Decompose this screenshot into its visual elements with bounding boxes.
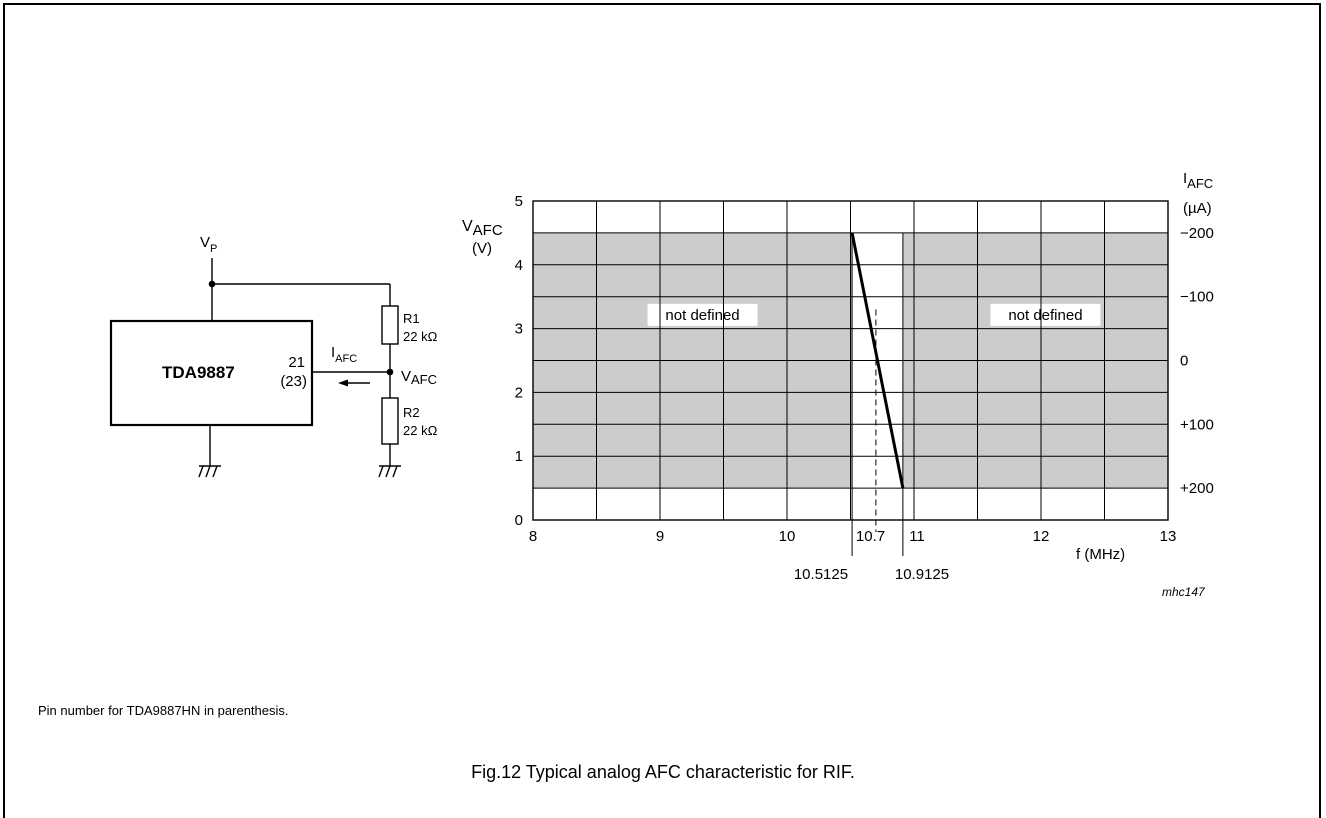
- y-tick-label: 3: [515, 321, 523, 338]
- figure-code: mhc147: [1162, 585, 1206, 599]
- y2-axis-label: IAFC: [1183, 170, 1213, 191]
- region-label: not defined: [665, 307, 739, 324]
- y2-tick-label: +200: [1180, 480, 1214, 497]
- y-tick-label: 1: [515, 448, 523, 465]
- series-layer: [850, 232, 905, 489]
- frequency-marker-label: 10.7: [856, 528, 885, 545]
- ic-ground-icon: [198, 465, 221, 478]
- y-tick-label: 2: [515, 384, 523, 401]
- region-label-background: [647, 303, 758, 326]
- r1-value: 22 kΩ: [403, 329, 438, 344]
- current-arrow-head: [338, 379, 348, 387]
- r2-ground-icon: [378, 465, 401, 478]
- x-tick-label: 9: [656, 528, 664, 545]
- grid-layer: [532, 200, 1169, 521]
- pin-number-alt: (23): [280, 373, 307, 390]
- r2-value: 22 kΩ: [403, 423, 438, 438]
- y2-tick-label: +100: [1180, 416, 1214, 433]
- figure-caption: Fig.12 Typical analog AFC characteristic…: [471, 762, 855, 782]
- r1-resistor: [381, 305, 399, 345]
- circuit-diagram: [109, 258, 401, 478]
- ic-name: TDA9887: [162, 363, 235, 382]
- r1-name: R1: [403, 311, 420, 326]
- y-tick-label: 5: [515, 193, 523, 210]
- afc-characteristic-line: [850, 232, 905, 489]
- y-tick-label: 4: [515, 257, 523, 274]
- frequency-marker-label: 10.9125: [895, 566, 949, 583]
- x-tick-label: 12: [1033, 528, 1050, 545]
- pin-note: Pin number for TDA9887HN in parenthesis.: [38, 703, 289, 718]
- region-label-background: [990, 303, 1101, 326]
- circuit-labels: VP TDA9887 21 (23) IAFC VAFC R1 22 kΩ R2…: [162, 234, 438, 438]
- x-tick-label: 10: [779, 528, 796, 545]
- region-label: not defined: [1008, 307, 1082, 324]
- x-tick-label: 11: [909, 528, 925, 545]
- r2-resistor: [381, 397, 399, 445]
- page-frame: [3, 3, 1321, 818]
- y2-tick-label: −100: [1180, 289, 1214, 306]
- y2-axis-unit: (µA): [1183, 200, 1212, 217]
- ic-box: [109, 319, 314, 427]
- pin-number: 21: [288, 354, 305, 371]
- y-axis-label: VAFC: [462, 218, 503, 239]
- plot-border: [532, 200, 1169, 521]
- y-tick-label: 0: [515, 512, 523, 529]
- x-tick-label: 8: [529, 528, 537, 545]
- r2-name: R2: [403, 405, 420, 420]
- vp-label: VP: [200, 234, 217, 255]
- vp-junction-dot: [208, 280, 216, 288]
- frequency-marker-layer: [851, 232, 904, 556]
- afc-chart: not defined not defined 10.5125 10.7 10.912…: [462, 170, 1214, 599]
- x-tick-label: 13: [1160, 528, 1177, 545]
- node-voltage-label: VAFC: [401, 368, 437, 387]
- current-label: IAFC: [331, 344, 357, 365]
- node-junction-dot: [386, 368, 394, 376]
- y2-tick-label: −200: [1180, 225, 1214, 242]
- x-axis-label: f (MHz): [1076, 546, 1125, 563]
- y-axis-unit: (V): [472, 240, 492, 257]
- frequency-marker-label: 10.5125: [794, 566, 848, 583]
- y2-tick-label: 0: [1180, 353, 1188, 370]
